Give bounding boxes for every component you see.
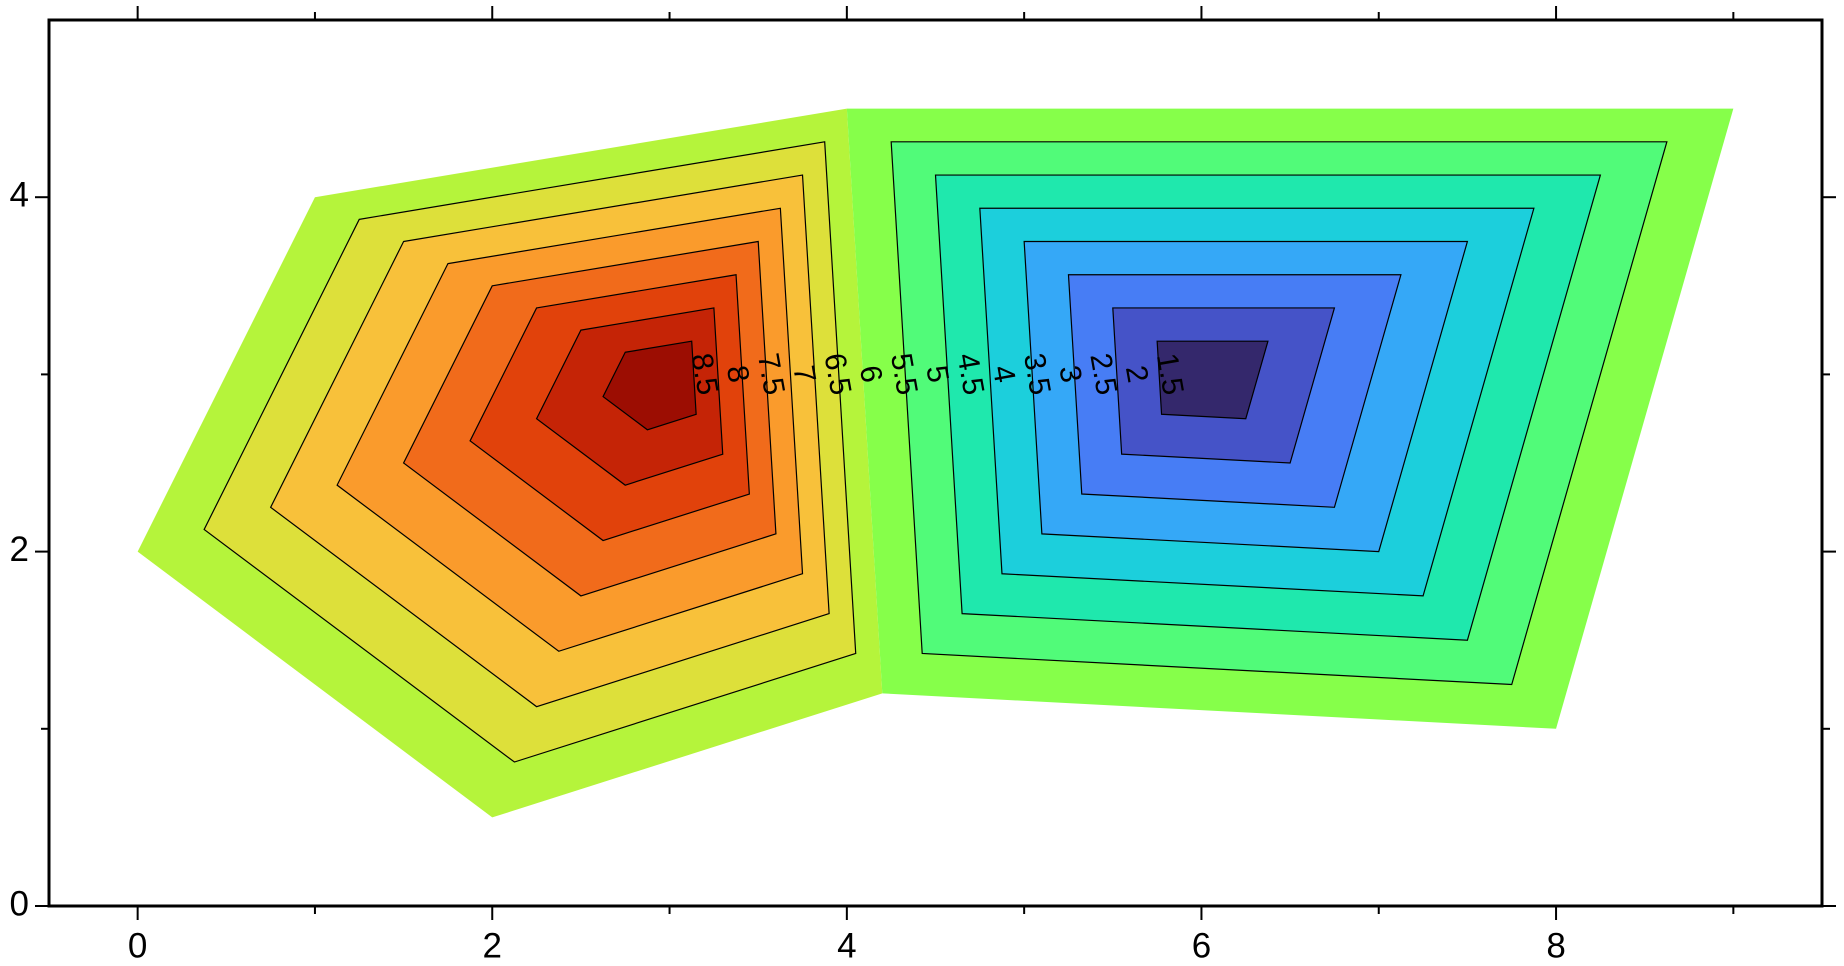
x-tick-label: 6 [1192,926,1211,965]
contour-label: 6 [853,363,888,385]
contour-label: 4 [986,363,1021,385]
x-tick-label: 8 [1546,926,1565,965]
y-tick-label: 0 [10,884,29,923]
contour-label: 3 [1052,363,1087,385]
y-tick-label: 4 [10,175,29,214]
contour-label: 5 [919,363,954,385]
contour-label: 7 [786,363,821,385]
contour-label: 6.5 [817,351,857,398]
x-tick-label: 4 [837,926,856,965]
contour-label: 5.5 [884,351,924,398]
contour-band [1156,340,1269,420]
x-tick-label: 2 [483,926,502,965]
x-tick-label: 0 [128,926,147,965]
contour-label: 2 [1119,363,1154,385]
contour-label: 2.5 [1083,351,1123,398]
contour-label: 3.5 [1017,351,1057,398]
contour-label: 8 [720,363,755,385]
contour-label: 8.5 [684,351,724,398]
contour-label: 1.5 [1150,351,1190,398]
y-tick-label: 2 [10,530,29,569]
contour-label: 7.5 [751,351,791,398]
plot-frame [47,18,1824,908]
contour-band [602,340,697,431]
contour-label: 4.5 [950,351,990,398]
